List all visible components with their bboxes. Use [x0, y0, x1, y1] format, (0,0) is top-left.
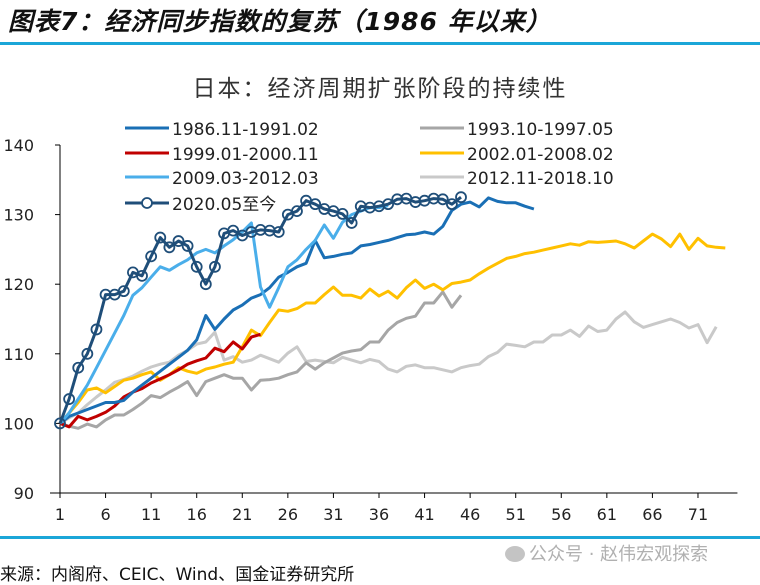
legend-label: 1986.11-1991.02 — [172, 120, 319, 140]
data-point — [227, 224, 240, 237]
data-point — [145, 250, 158, 263]
legend-label: 2020.05至今 — [172, 195, 276, 215]
legend: 1986.11-1991.02 1993.10-1997.05 1999.01-20… — [125, 120, 614, 215]
data-point — [336, 208, 349, 220]
wechat-icon — [505, 546, 525, 562]
top-divider — [0, 42, 760, 45]
data-point — [436, 193, 449, 206]
data-point — [199, 278, 212, 291]
y-tick-label: 90 — [14, 484, 34, 503]
x-tick-label: 46 — [460, 505, 480, 524]
series-lines — [54, 191, 726, 430]
data-point — [117, 285, 130, 298]
data-point — [163, 241, 176, 254]
data-point — [190, 260, 203, 273]
legend-item: 2020.05至今 — [125, 195, 276, 215]
y-tick-label: 140 — [3, 136, 34, 155]
source-note: 来源：内阁府、CEIC、Wind、国金证券研究所 — [0, 565, 355, 585]
chart-title: 日本：经济周期扩张阶段的持续性 — [193, 76, 568, 102]
data-point — [209, 260, 221, 273]
legend-label: 1993.10-1997.05 — [467, 120, 614, 140]
x-tick-label: 41 — [414, 505, 434, 524]
legend-item: 1993.10-1997.05 — [420, 120, 614, 140]
x-tick-label: 1 — [55, 505, 65, 524]
y-tick-label: 110 — [3, 345, 34, 364]
y-tick-label: 100 — [3, 414, 34, 433]
figure-title: 图表7：经济同步指数的复苏（1986 年以来） — [8, 7, 552, 36]
series-line — [58, 204, 389, 425]
data-point — [72, 361, 85, 374]
data-point — [309, 198, 322, 211]
legend-label: 2009.03-2012.03 — [172, 169, 319, 189]
legend-marker — [141, 197, 153, 209]
legend-item: 1986.11-1991.02 — [125, 120, 319, 140]
data-point — [81, 347, 94, 360]
data-point — [136, 269, 148, 282]
data-point — [172, 235, 185, 247]
x-tick-label: 61 — [597, 505, 617, 524]
legend-label: 2002.01-2008.02 — [467, 145, 614, 165]
x-tick-label: 71 — [688, 505, 708, 524]
legend-item: 2009.03-2012.03 — [125, 169, 319, 189]
legend-item: 2002.01-2008.02 — [420, 145, 614, 165]
x-tick-label: 36 — [369, 505, 389, 524]
data-point — [54, 417, 66, 430]
data-point — [154, 231, 167, 244]
data-point — [446, 198, 458, 211]
data-point — [455, 191, 467, 204]
x-tick-label: 26 — [278, 505, 298, 524]
x-tick-label: 51 — [506, 505, 526, 524]
series-line — [58, 196, 462, 424]
data-point — [63, 393, 76, 405]
data-point — [272, 226, 285, 238]
x-tick-label: 56 — [551, 505, 571, 524]
series-line — [59, 290, 463, 430]
data-point — [345, 217, 358, 229]
data-point — [291, 205, 303, 218]
x-tick-label: 11 — [141, 505, 161, 524]
x-tick-label: 16 — [187, 505, 207, 524]
legend-item: 1999.01-2000.11 — [125, 145, 319, 165]
legend-label: 2012.11-2018.10 — [467, 169, 614, 189]
series-line — [59, 310, 718, 425]
data-point — [90, 323, 103, 336]
series-line — [58, 232, 726, 425]
series-line — [59, 196, 535, 425]
data-point — [181, 240, 194, 252]
x-tick-label: 31 — [323, 505, 343, 524]
watermark: 公众号 · 赵伟宏观探索 — [505, 540, 708, 566]
y-tick-label: 130 — [3, 206, 34, 225]
x-tick-label: 21 — [232, 505, 252, 524]
bottom-divider — [0, 536, 760, 539]
watermark-text: 公众号 · 赵伟宏观探索 — [529, 544, 709, 565]
y-tick-label: 120 — [3, 275, 34, 294]
legend-label: 1999.01-2000.11 — [172, 145, 319, 165]
data-point — [382, 198, 395, 211]
x-tick-label: 66 — [642, 505, 662, 524]
x-tick-label: 6 — [100, 505, 110, 524]
legend-item: 2012.11-2018.10 — [420, 169, 614, 189]
series-line — [59, 332, 261, 429]
